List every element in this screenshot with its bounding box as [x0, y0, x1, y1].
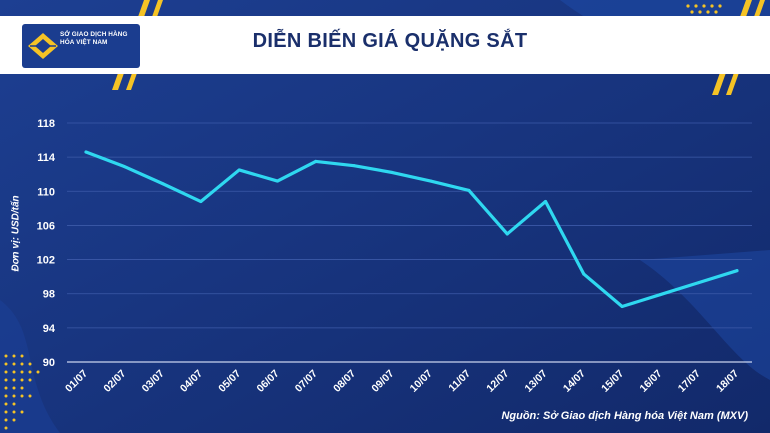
x-tick-label: 01/07: [63, 368, 90, 395]
x-tick-label: 03/07: [140, 368, 167, 395]
x-tick-label: 16/07: [637, 368, 664, 395]
x-tick-label: 10/07: [408, 368, 435, 395]
data-point: [84, 150, 88, 154]
dot-pattern-bottom-left: [4, 354, 40, 430]
y-tick-label: 98: [43, 289, 55, 301]
data-point: [582, 272, 586, 276]
x-tick-label: 06/07: [255, 368, 282, 395]
data-point: [122, 165, 126, 169]
y-tick-label: 114: [37, 152, 56, 164]
source-note: Nguồn: Sở Giao dịch Hàng hóa Việt Nam (M…: [501, 410, 748, 422]
mxv-logo-icon: [28, 33, 58, 59]
data-point: [314, 159, 318, 163]
data-point: [352, 164, 356, 168]
y-tick-label: 106: [37, 220, 55, 232]
data-point: [429, 179, 433, 183]
y-tick-label: 110: [37, 186, 55, 198]
x-tick-label: 15/07: [599, 368, 626, 395]
dot-pattern-top-right: [686, 4, 722, 14]
x-tick-label: 14/07: [561, 368, 588, 395]
y-tick-label: 102: [37, 255, 55, 267]
data-point: [544, 200, 548, 204]
x-tick-label: 13/07: [523, 368, 550, 395]
data-point: [467, 188, 471, 192]
x-tick-label: 11/07: [446, 368, 473, 395]
y-tick-label: 94: [43, 323, 56, 335]
data-point: [275, 179, 279, 183]
x-tick-label: 04/07: [178, 368, 205, 395]
data-point: [390, 171, 394, 175]
x-tick-label: 18/07: [714, 368, 741, 395]
data-point: [505, 232, 509, 236]
series-line: [84, 150, 739, 309]
data-point: [237, 168, 241, 172]
data-point: [199, 200, 203, 204]
chart-title: DIỄN BIẾN GIÁ QUẶNG SẮT: [252, 30, 528, 52]
x-tick-label: 05/07: [216, 368, 243, 395]
data-point: [735, 269, 739, 273]
data-point: [697, 281, 701, 285]
x-tick-label: 08/07: [331, 368, 358, 395]
data-point: [620, 305, 624, 309]
data-point: [658, 293, 662, 297]
x-tick-label: 02/07: [101, 368, 128, 395]
mxv-logo: SỞ GIAO DỊCH HÀNG HÓA VIỆT NAM: [22, 24, 140, 68]
y-tick-label: 118: [37, 118, 55, 130]
logo-text: SỞ GIAO DỊCH HÀNG HÓA VIỆT NAM: [60, 31, 128, 46]
y-tick-label: 90: [43, 357, 55, 369]
x-tick-label: 09/07: [369, 368, 396, 395]
x-tick-label: 07/07: [293, 368, 320, 395]
x-tick-label: 12/07: [484, 368, 511, 395]
data-point: [161, 182, 165, 186]
x-tick-label: 17/07: [676, 368, 703, 395]
